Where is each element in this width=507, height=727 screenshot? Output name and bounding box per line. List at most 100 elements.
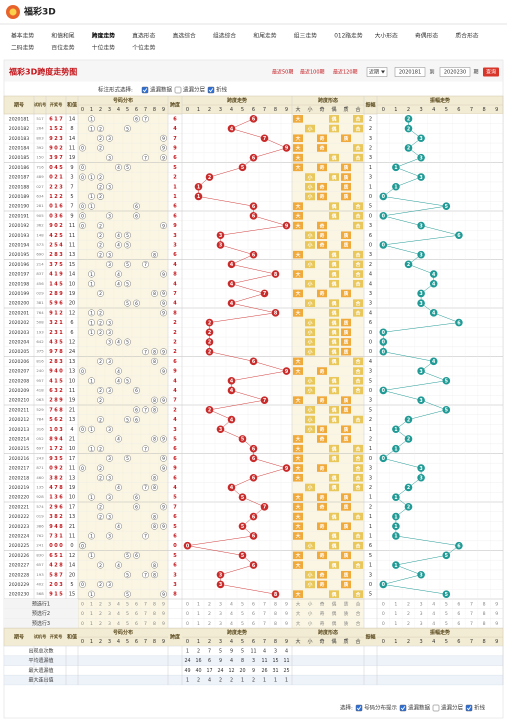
preselect-shape[interactable]: 奇 — [320, 610, 325, 617]
preselect-shape[interactable]: 质 — [344, 600, 349, 607]
preselect-shape[interactable]: 偶 — [332, 620, 337, 627]
preselect-digit[interactable]: 1 — [90, 601, 93, 607]
preselect-digit[interactable]: 1 — [90, 621, 93, 627]
period-select[interactable] — [366, 67, 388, 77]
preselect-shape[interactable]: 合 — [356, 620, 361, 627]
preselect-shape[interactable]: 质 — [344, 620, 349, 627]
nav-tab[interactable]: 和值和尾 — [51, 32, 74, 40]
preselect-digit[interactable]: 5 — [126, 601, 129, 607]
preselect-digit[interactable]: 6 — [457, 621, 460, 627]
preselect-digit[interactable]: 2 — [99, 611, 102, 617]
footer-option[interactable]: 遗漏数据 — [408, 704, 431, 712]
preselect-digit[interactable]: 4 — [230, 601, 233, 607]
preselect-digit[interactable]: 8 — [153, 621, 156, 627]
preselect-digit[interactable]: 4 — [117, 611, 120, 617]
footer-option[interactable]: 遗漏分层 — [441, 704, 464, 712]
preselect-shape[interactable]: 奇 — [320, 600, 325, 607]
preselect-digit[interactable]: 1 — [394, 621, 397, 627]
preselect-digit[interactable]: 6 — [252, 621, 255, 627]
preselect-digit[interactable]: 7 — [144, 601, 147, 607]
preselect-digit[interactable]: 6 — [252, 611, 255, 617]
preselect-digit[interactable]: 8 — [153, 611, 156, 617]
preselect-digit[interactable]: 0 — [382, 621, 385, 627]
checkbox[interactable] — [355, 704, 363, 712]
preselect-digit[interactable]: 3 — [420, 611, 423, 617]
preselect-digit[interactable]: 7 — [263, 601, 266, 607]
preselect-digit[interactable]: 0 — [186, 601, 189, 607]
preselect-shape[interactable]: 小 — [308, 610, 313, 617]
quick-link[interactable]: 最近100期 — [300, 69, 325, 76]
preselect-digit[interactable]: 6 — [135, 611, 138, 617]
preselect-digit[interactable]: 4 — [432, 611, 435, 617]
nav-tab[interactable]: 直选综合 — [173, 32, 196, 40]
nav-tab[interactable]: 十位走势 — [92, 44, 115, 52]
nav-tab[interactable]: 二码走势 — [11, 44, 34, 52]
preselect-digit[interactable]: 5 — [445, 621, 448, 627]
preselect-digit[interactable]: 7 — [470, 601, 473, 607]
preselect-digit[interactable]: 9 — [495, 611, 498, 617]
preselect-shape[interactable]: 大 — [296, 620, 301, 627]
preselect-digit[interactable]: 4 — [230, 621, 233, 627]
preselect-digit[interactable]: 5 — [445, 611, 448, 617]
nav-tab[interactable]: 个位走势 — [132, 44, 155, 52]
preselect-digit[interactable]: 9 — [495, 621, 498, 627]
preselect-digit[interactable]: 7 — [263, 621, 266, 627]
preselect-digit[interactable]: 7 — [144, 611, 147, 617]
to-input[interactable] — [439, 67, 471, 77]
preselect-digit[interactable]: 8 — [483, 611, 486, 617]
preselect-digit[interactable]: 7 — [263, 611, 266, 617]
preselect-digit[interactable]: 0 — [81, 601, 84, 607]
preselect-digit[interactable]: 4 — [230, 611, 233, 617]
nav-tab[interactable]: 质合形态 — [455, 32, 478, 40]
preselect-shape[interactable]: 大 — [296, 610, 301, 617]
preselect-digit[interactable]: 7 — [470, 621, 473, 627]
nav-tab[interactable]: 跨度走势 — [92, 32, 115, 40]
preselect-digit[interactable]: 5 — [126, 621, 129, 627]
preselect-shape[interactable]: 合 — [356, 600, 361, 607]
nav-tab[interactable]: 组三走势 — [294, 32, 317, 40]
preselect-digit[interactable]: 8 — [153, 601, 156, 607]
preselect-shape[interactable]: 小 — [308, 620, 313, 627]
preselect-digit[interactable]: 0 — [186, 611, 189, 617]
preselect-digit[interactable]: 6 — [135, 601, 138, 607]
preselect-digit[interactable]: 5 — [241, 611, 244, 617]
from-input[interactable] — [394, 67, 426, 77]
preselect-digit[interactable]: 9 — [162, 611, 165, 617]
preselect-digit[interactable]: 5 — [241, 621, 244, 627]
preselect-digit[interactable]: 5 — [241, 601, 244, 607]
preselect-digit[interactable]: 3 — [219, 601, 222, 607]
quick-link[interactable]: 最近120期 — [333, 69, 358, 76]
preselect-digit[interactable]: 1 — [197, 611, 200, 617]
nav-tab[interactable]: 和尾走势 — [253, 32, 276, 40]
query-button-label[interactable]: 查询 — [486, 69, 496, 76]
preselect-shape[interactable]: 偶 — [332, 610, 337, 617]
checkbox[interactable] — [207, 86, 215, 94]
preselect-digit[interactable]: 8 — [483, 601, 486, 607]
checkbox[interactable] — [465, 704, 473, 712]
preselect-digit[interactable]: 0 — [186, 621, 189, 627]
preselect-shape[interactable]: 大 — [296, 600, 301, 607]
preselect-digit[interactable]: 6 — [457, 601, 460, 607]
nav-tab[interactable]: 奇偶形态 — [415, 32, 438, 40]
preselect-digit[interactable]: 4 — [117, 601, 120, 607]
preselect-shape[interactable]: 合 — [356, 610, 361, 617]
preselect-digit[interactable]: 9 — [495, 601, 498, 607]
preselect-digit[interactable]: 2 — [99, 621, 102, 627]
preselect-digit[interactable]: 2 — [407, 611, 410, 617]
preselect-digit[interactable]: 0 — [81, 621, 84, 627]
preselect-digit[interactable]: 3 — [108, 601, 111, 607]
preselect-digit[interactable]: 1 — [394, 601, 397, 607]
preselect-digit[interactable]: 0 — [81, 611, 84, 617]
query-button[interactable] — [483, 67, 499, 77]
preselect-digit[interactable]: 1 — [197, 621, 200, 627]
nav-tab[interactable]: 基本走势 — [11, 32, 34, 40]
preselect-shape[interactable]: 偶 — [332, 600, 337, 607]
checkbox[interactable] — [141, 86, 149, 94]
nav-tab[interactable]: 百位走势 — [51, 44, 74, 52]
preselect-digit[interactable]: 3 — [219, 611, 222, 617]
preselect-digit[interactable]: 2 — [99, 601, 102, 607]
preselect-digit[interactable]: 8 — [274, 621, 277, 627]
preselect-digit[interactable]: 8 — [274, 611, 277, 617]
nav-tab[interactable]: 012路走势 — [334, 32, 363, 40]
preselect-digit[interactable]: 9 — [285, 621, 288, 627]
